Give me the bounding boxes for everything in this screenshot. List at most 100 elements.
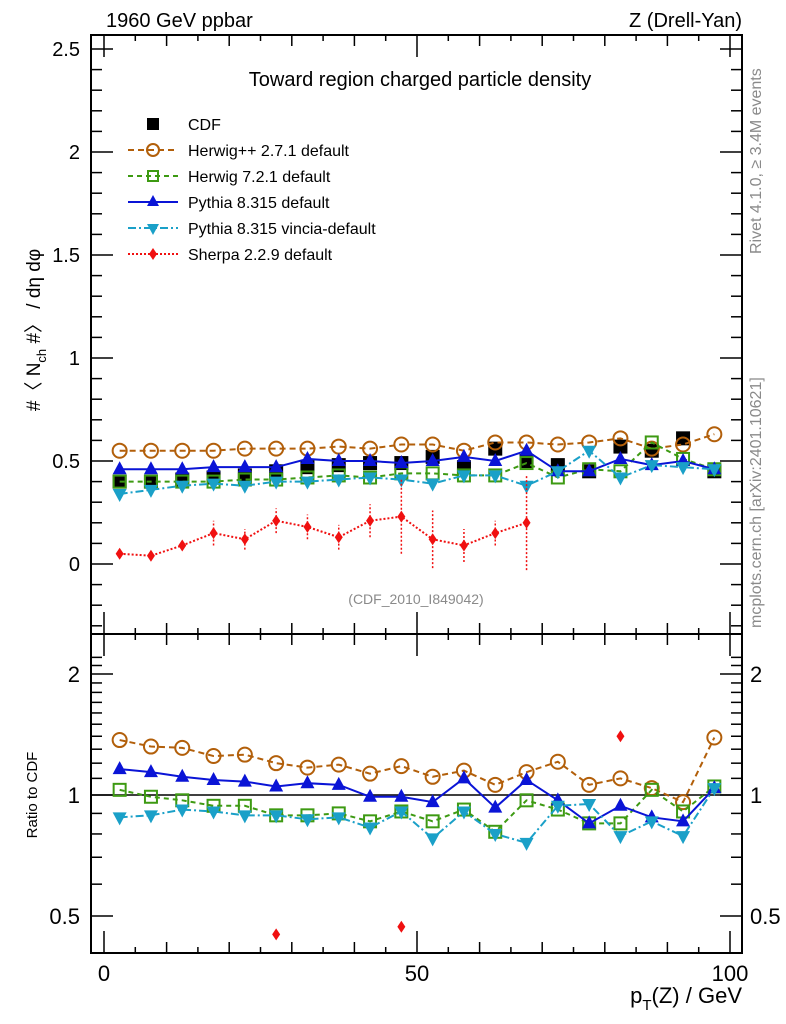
data-point-triangle-up xyxy=(175,768,190,782)
legend-label: Sherpa 2.2.9 default xyxy=(188,247,333,264)
data-point-circle xyxy=(330,756,347,773)
data-point-triangle-up xyxy=(112,461,127,475)
data-point-open-square xyxy=(143,789,158,804)
data-point-open-square xyxy=(519,793,534,808)
legend-label: Herwig 7.2.1 default xyxy=(188,169,331,186)
data-point-circle xyxy=(146,143,160,157)
data-point-diamond xyxy=(491,527,500,540)
data-point-circle xyxy=(174,739,191,756)
data-point-triangle-up xyxy=(269,778,284,792)
ratio-line xyxy=(119,768,716,825)
data-point-diamond xyxy=(334,531,343,544)
data-point-triangle-down xyxy=(269,810,284,824)
y-axis-label-ratio: Ratio to CDF xyxy=(24,752,41,839)
ratio-series-herwig-2-7-1-default xyxy=(111,729,723,811)
legend-item: Pythia 8.315 vincia-default xyxy=(128,221,376,238)
series-pythia-8-315-vincia-default xyxy=(112,445,722,502)
data-point-circle xyxy=(706,729,723,746)
ratio-series-pythia-8-315-default xyxy=(112,761,722,829)
legend-label: Pythia 8.315 vincia-default xyxy=(188,221,376,238)
data-point-circle xyxy=(581,776,598,793)
data-point-triangle-up xyxy=(206,459,221,473)
data-point-triangle-up xyxy=(425,794,440,808)
data-point-open-square xyxy=(519,456,534,471)
data-point-circle xyxy=(174,442,191,459)
data-point-open-square xyxy=(644,782,659,797)
data-point-triangle-up xyxy=(488,453,503,466)
data-point-triangle-down xyxy=(331,812,346,826)
legend-item: Herwig++ 2.7.1 default xyxy=(128,143,350,160)
data-point-triangle-down xyxy=(644,816,659,830)
data-point-circle xyxy=(487,434,504,451)
data-point-triangle-up xyxy=(582,463,597,477)
header-left: 1960 GeV ppbar xyxy=(106,10,253,32)
data-point-triangle-down xyxy=(237,810,252,824)
data-point-circle xyxy=(111,442,128,459)
data-point-triangle-down xyxy=(363,472,378,486)
y-tick-label-main: 2 xyxy=(69,142,80,164)
analysis-id: (CDF_2010_I849042) xyxy=(348,591,483,607)
data-point-triangle-up xyxy=(300,450,315,464)
rivet-label: Rivet 4.1.0, ≥ 3.4M events xyxy=(748,68,765,254)
y-tick-label-main: 1 xyxy=(69,348,80,370)
data-point-diamond xyxy=(522,516,531,529)
header-right: Z (Drell-Yan) xyxy=(629,10,742,32)
ratio-series-sherpa-2-2-9-default xyxy=(272,730,625,1011)
data-point-triangle-down xyxy=(206,478,221,492)
data-point-triangle-down xyxy=(143,484,158,498)
data-point-diamond xyxy=(178,539,187,552)
data-point-triangle-down xyxy=(550,800,565,814)
data-point-triangle-up xyxy=(519,771,534,785)
data-point-triangle-up xyxy=(613,797,628,811)
data-point-triangle-up xyxy=(143,764,158,778)
data-point-triangle-up xyxy=(613,450,628,464)
y-tick-label-ratio-right: 1 xyxy=(750,783,762,808)
data-point-triangle-down xyxy=(550,466,565,480)
data-point-circle xyxy=(142,738,159,755)
data-point-circle xyxy=(205,442,222,459)
data-point-diamond xyxy=(240,533,249,546)
legend-item: Herwig 7.2.1 default xyxy=(128,169,331,186)
data-point-triangle-down xyxy=(519,837,534,851)
data-point-circle xyxy=(299,759,316,776)
data-point-triangle-up xyxy=(300,775,315,789)
data-point-triangle-up xyxy=(147,195,159,206)
legend-label: Pythia 8.315 default xyxy=(188,195,330,212)
data-point-open-square xyxy=(112,782,127,797)
data-point-triangle-up xyxy=(456,448,471,462)
data-point-open-square xyxy=(644,435,659,450)
data-point-triangle-down xyxy=(147,224,159,235)
data-point-circle xyxy=(549,753,566,770)
data-point-triangle-down xyxy=(519,480,534,494)
data-point-triangle-down xyxy=(613,472,628,486)
data-point-diamond xyxy=(115,547,124,560)
data-point-triangle-down xyxy=(456,806,471,820)
data-point-diamond xyxy=(459,539,468,552)
data-point-diamond xyxy=(303,999,311,1011)
ratio-series-pythia-8-315-vincia-default xyxy=(112,783,722,851)
data-point-triangle-down xyxy=(143,810,158,824)
mcplots-label: mcplots.cern.ch [arXiv:2401.10621] xyxy=(748,377,765,628)
svg-text:pT(Z) / GeV: pT(Z) / GeV xyxy=(630,983,742,1014)
data-point-triangle-down xyxy=(676,462,691,476)
data-point-triangle-down xyxy=(206,806,221,820)
data-point-triangle-down xyxy=(456,470,471,484)
x-tick-label: 50 xyxy=(405,961,429,986)
svg-text:#〈 Nch #〉 / dη dφ: #〈 Nch #〉 / dη dφ xyxy=(23,249,49,411)
legend-label: Herwig++ 2.7.1 default xyxy=(188,143,350,160)
y-tick-label-ratio-right: 0.5 xyxy=(750,904,781,929)
data-point-diamond xyxy=(397,510,406,523)
data-point-open-square xyxy=(425,814,440,829)
data-point-square xyxy=(147,118,159,130)
data-point-square xyxy=(613,439,628,454)
data-point-open-square xyxy=(112,474,127,489)
data-point-triangle-down xyxy=(488,828,503,842)
legend-item: Pythia 8.315 default xyxy=(128,195,330,212)
data-point-triangle-up xyxy=(519,442,534,456)
data-point-triangle-down xyxy=(112,488,127,502)
data-point-triangle-up xyxy=(676,813,691,827)
data-point-triangle-up xyxy=(488,799,503,813)
data-point-triangle-up xyxy=(582,815,597,829)
series-herwig-2-7-1-default xyxy=(111,426,723,459)
